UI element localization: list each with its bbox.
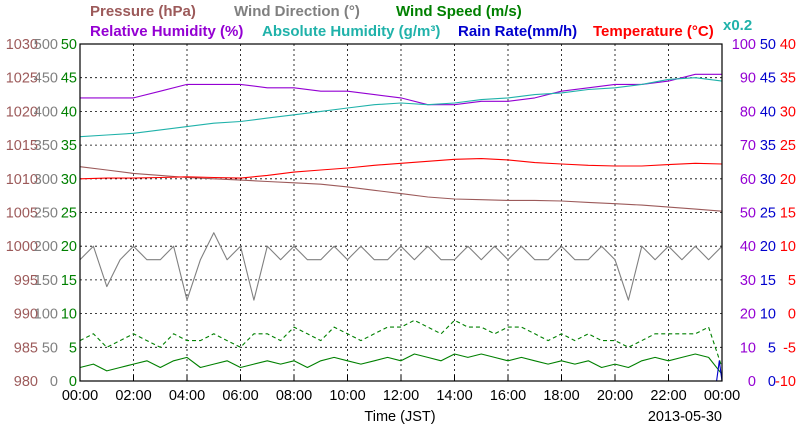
tick-rain_rate: 10 [760,307,776,323]
tick-wind_speed: 40 [61,104,77,120]
series-temperature-c [79,158,723,180]
tick-wind_direction: 350 [34,138,58,154]
tick-pressure: 990 [14,307,38,323]
x-axis-label: Time (JST) [364,409,435,425]
tick-temperature: 35 [780,71,796,87]
tick-rain_rate: 30 [760,172,776,188]
series-pressure-hpa [79,166,723,212]
tick-wind_direction: 500 [34,37,58,53]
tick-wind_direction: 300 [34,172,58,188]
tick-rain_rate: 0 [768,374,776,390]
tick-temperature: 20 [780,172,796,188]
series-wind-speed-max-m-s [79,319,723,368]
tick-relative_humidity: 80 [740,104,756,120]
tick-wind_direction: 400 [34,104,58,120]
legend-pressure: Pressure (hPa) [90,3,196,20]
tick-pressure: 1025 [6,71,38,87]
tick-wind_speed: 0 [69,374,77,390]
tick-pressure: 1015 [6,138,38,154]
legend-rain-rate: Rain Rate(mm/h) [458,23,577,40]
tick-wind_direction: 450 [34,71,58,87]
tick-relative_humidity: 90 [740,71,756,87]
tick-x: 16:00 [490,388,526,404]
tick-temperature: 25 [780,138,796,154]
tick-wind_speed: 5 [69,340,77,356]
tick-rain_rate: 45 [760,71,776,87]
tick-wind_speed: 10 [61,307,77,323]
tick-relative_humidity: 10 [740,340,756,356]
tick-pressure: 1005 [6,206,38,222]
tick-wind_speed: 15 [61,273,77,289]
tick-relative_humidity: 20 [740,307,756,323]
legend-temperature: Temperature (°C) [593,23,714,40]
chart-date: 2013-05-30 [648,409,722,425]
tick-rain_rate: 40 [760,104,776,120]
tick-x: 22:00 [650,388,686,404]
series-absolute-humidity-g-m [79,77,723,138]
tick-wind_speed: 25 [61,206,77,222]
tick-wind_speed: 45 [61,71,77,87]
tick-pressure: 1030 [6,37,38,53]
tick-rain_rate: 25 [760,206,776,222]
tick-relative_humidity: 70 [740,138,756,154]
tick-temperature: -10 [775,374,796,390]
tick-x: 14:00 [436,388,472,404]
legend-wind-direction: Wind Direction (°) [234,3,360,20]
tick-relative_humidity: 40 [740,239,756,255]
tick-x: 02:00 [115,388,151,404]
tick-wind_direction: 50 [42,340,58,356]
tick-rain_rate: 15 [760,273,776,289]
tick-pressure: 1010 [6,172,38,188]
series-wind-direction [79,232,723,301]
tick-wind_speed: 50 [61,37,77,53]
tick-temperature: 10 [780,239,796,255]
tick-x: 10:00 [329,388,365,404]
tick-rain_rate: 50 [760,37,776,53]
tick-relative_humidity: 100 [732,37,756,53]
tick-relative_humidity: 60 [740,172,756,188]
tick-temperature: 15 [780,206,796,222]
tick-temperature: 40 [780,37,796,53]
tick-x: 06:00 [222,388,258,404]
tick-pressure: 1000 [6,239,38,255]
tick-labels: 9809859909951000100510101015102010251030… [6,37,796,404]
tick-pressure: 980 [14,374,38,390]
tick-pressure: 1020 [6,104,38,120]
tick-wind_speed: 35 [61,138,77,154]
tick-relative_humidity: 0 [748,374,756,390]
grid [80,44,722,381]
tick-x: 12:00 [383,388,419,404]
tick-wind_direction: 100 [34,307,58,323]
legend-wind-speed: Wind Speed (m/s) [396,3,522,20]
tick-x: 04:00 [169,388,205,404]
tick-temperature: -5 [783,340,796,356]
tick-wind_direction: 0 [50,374,58,390]
legend-relative-humidity: Relative Humidity (%) [90,23,243,40]
series-relative-humidity [80,73,722,106]
tick-temperature: 5 [788,273,796,289]
tick-wind_direction: 250 [34,206,58,222]
tick-temperature: 0 [788,307,796,323]
scale-note: x0.2 [723,17,752,34]
tick-x: 00:00 [62,388,98,404]
tick-relative_humidity: 50 [740,206,756,222]
tick-pressure: 995 [14,273,38,289]
tick-wind_speed: 20 [61,239,77,255]
tick-wind_direction: 200 [34,239,58,255]
tick-rain_rate: 35 [760,138,776,154]
tick-x: 00:00 [704,388,740,404]
tick-temperature: 30 [780,104,796,120]
legend-absolute-humidity: Absolute Humidity (g/m³) [262,23,440,40]
tick-x: 08:00 [276,388,312,404]
tick-x: 20:00 [597,388,633,404]
tick-rain_rate: 20 [760,239,776,255]
tick-wind_speed: 30 [61,172,77,188]
tick-wind_direction: 150 [34,273,58,289]
series-wind-speed-m-s [79,353,723,375]
tick-pressure: 985 [14,340,38,356]
tick-rain_rate: 5 [768,340,776,356]
tick-relative_humidity: 30 [740,273,756,289]
tick-x: 18:00 [543,388,579,404]
